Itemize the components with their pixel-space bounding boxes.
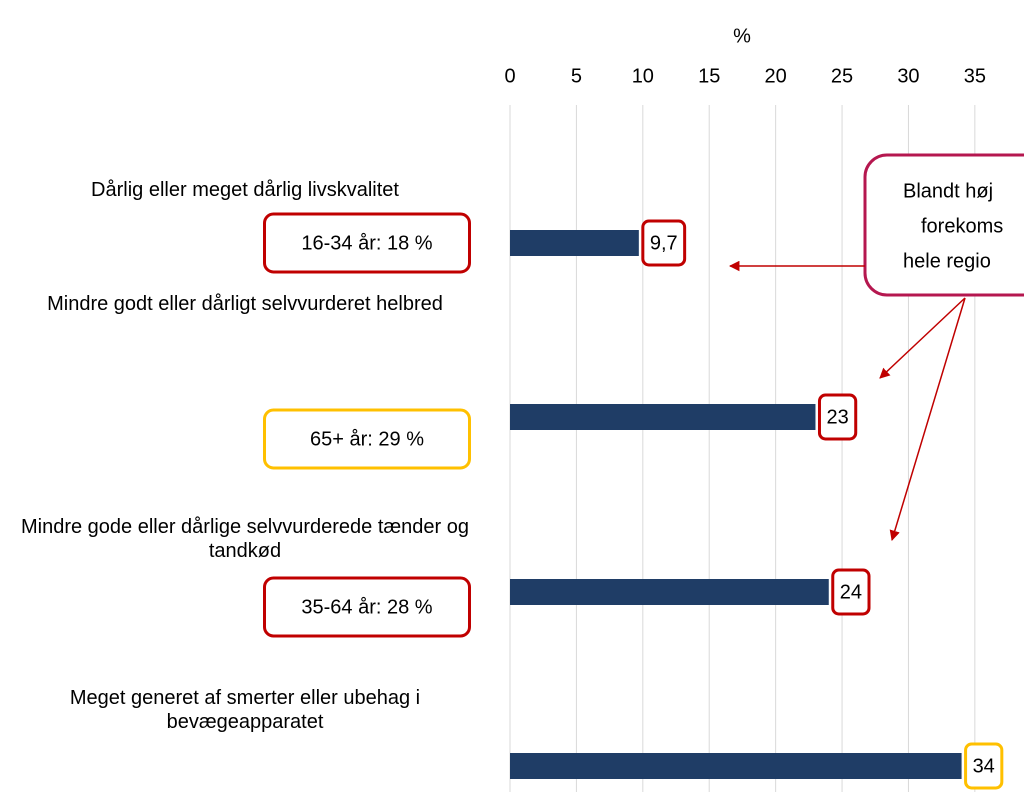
value-label-box [964, 742, 1004, 790]
x-tick-label: 15 [698, 65, 720, 87]
x-tick-label: 20 [765, 65, 787, 87]
annotation-box [263, 576, 471, 638]
value-label: 24 [840, 581, 862, 603]
bar [510, 404, 816, 430]
value-label-box [831, 568, 871, 616]
value-label: 23 [826, 406, 848, 428]
value-label-box [817, 393, 858, 441]
callout-text: forekoms [921, 215, 1003, 237]
callout-text: Blandt høj [903, 180, 993, 202]
bar [510, 579, 829, 605]
value-label: 34 [973, 755, 995, 777]
arrow [889, 297, 966, 542]
category-label: Mindre godt eller dårligt selvvurderet h… [47, 293, 443, 315]
annotation-text: 35-64 år: 28 % [301, 596, 432, 618]
annotation-box [263, 408, 471, 470]
x-tick-label: 10 [632, 65, 654, 87]
category-label: Mindre gode eller dårlige selvvurderede … [20, 516, 470, 562]
x-tick-label: 35 [964, 65, 986, 87]
x-tick-label: 25 [831, 65, 853, 87]
x-tick-label: 30 [897, 65, 919, 87]
bar [510, 230, 639, 256]
callout-box [863, 153, 1024, 297]
value-label: 9,7 [650, 232, 678, 254]
category-label: Dårlig eller meget dårlig livskvalitet [91, 179, 399, 201]
category-label: Meget generet af smerter eller ubehag i … [69, 687, 421, 733]
axis-label: % [733, 25, 751, 47]
annotation-text: 16-34 år: 18 % [301, 232, 432, 254]
bar [510, 753, 962, 779]
annotation-box [263, 212, 471, 274]
arrow [879, 297, 966, 379]
annotation-text: 65+ år: 29 % [310, 428, 424, 450]
callout-text: hele regio [903, 250, 991, 272]
value-label-box [641, 219, 687, 267]
x-tick-label: 0 [504, 65, 515, 87]
x-tick-label: 5 [571, 65, 582, 87]
